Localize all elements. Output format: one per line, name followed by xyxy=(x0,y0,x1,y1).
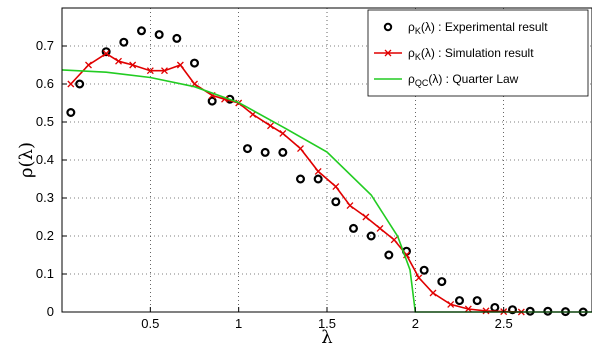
data-point xyxy=(349,223,359,233)
legend-label: ρK(λ) : Simulation result xyxy=(408,46,534,62)
y-axis-label: ρ(λ) xyxy=(16,142,37,178)
x-tick-label: 1.5 xyxy=(318,316,336,331)
y-tick-label: 0.1 xyxy=(36,266,54,281)
legend-label-main: ρ xyxy=(408,20,415,34)
legend-label-main: ρ xyxy=(408,46,415,60)
legend-label: ρQC(λ) : Quarter Law xyxy=(408,72,519,88)
data-point xyxy=(331,197,341,207)
data-point xyxy=(279,129,287,137)
legend-label-rest: (λ) : Experimental result xyxy=(421,20,548,34)
legend-box xyxy=(367,9,589,97)
data-point xyxy=(176,61,184,69)
data-point xyxy=(447,300,455,308)
grid xyxy=(62,8,592,312)
data-point xyxy=(376,224,384,232)
series-line xyxy=(70,52,522,313)
y-tick-label: 0 xyxy=(47,304,54,319)
data-point xyxy=(115,57,122,65)
data-point xyxy=(455,296,465,306)
legend-label-main: ρ xyxy=(408,72,415,86)
y-tick-label: 0.6 xyxy=(36,76,54,91)
data-point xyxy=(366,231,376,241)
y-tick-label: 0.5 xyxy=(36,114,54,129)
data-point xyxy=(67,80,75,88)
data-point xyxy=(85,61,92,69)
data-point xyxy=(66,107,76,117)
data-point xyxy=(243,144,253,154)
data-point xyxy=(390,236,398,244)
data-point xyxy=(137,26,147,36)
legend-item-3: ρQC(λ) : Quarter Law xyxy=(374,72,519,88)
data-point xyxy=(296,174,306,184)
series-layer xyxy=(61,26,592,317)
data-point xyxy=(314,167,322,175)
data-point xyxy=(119,37,129,47)
data-point xyxy=(172,33,182,43)
y-tick-label: 0.4 xyxy=(36,152,54,167)
data-point xyxy=(267,122,274,130)
x-tick-label: 0.5 xyxy=(141,316,159,331)
x-axis-label: λ xyxy=(321,327,332,348)
y-tick-label: 0.3 xyxy=(36,190,54,205)
x-axis: 0.5 1 1.5 2 2.5 xyxy=(141,307,513,331)
data-point xyxy=(297,145,304,153)
legend-label-subscript: K xyxy=(415,52,421,62)
data-point xyxy=(346,202,354,210)
data-point xyxy=(190,58,200,68)
data-point xyxy=(482,307,490,315)
data-point xyxy=(362,213,370,221)
legend-label: ρK(λ) : Experimental result xyxy=(408,20,548,36)
x-tick-label: 2 xyxy=(412,316,419,331)
x-tick-label: 1 xyxy=(235,316,242,331)
data-point xyxy=(429,289,437,297)
legend-label-subscript: QC xyxy=(415,78,429,88)
data-point xyxy=(508,305,518,315)
data-point xyxy=(332,183,340,191)
legend-item-1: ρK(λ) : Experimental result xyxy=(383,20,548,36)
legend-label-subscript: K xyxy=(415,26,421,36)
legend-marker xyxy=(384,49,392,57)
legend-label-rest: (λ) : Quarter Law xyxy=(428,72,518,86)
data-point xyxy=(146,67,154,75)
data-point xyxy=(101,47,111,57)
data-point xyxy=(472,296,482,306)
data-point xyxy=(384,250,394,260)
data-point xyxy=(154,30,164,40)
series-2 xyxy=(67,50,525,316)
data-point xyxy=(161,67,168,75)
data-point xyxy=(464,305,472,313)
legend-label-rest: (λ) : Simulation result xyxy=(421,46,534,60)
data-point xyxy=(102,50,110,58)
legend-item-2: ρK(λ) : Simulation result xyxy=(374,46,534,62)
data-point xyxy=(419,265,429,275)
data-point xyxy=(278,147,288,157)
data-point xyxy=(437,277,447,287)
y-tick-label: 0.2 xyxy=(36,228,54,243)
data-point xyxy=(313,174,323,184)
data-point xyxy=(260,147,270,157)
data-point xyxy=(207,96,217,106)
data-point xyxy=(75,79,85,89)
data-point xyxy=(249,110,257,118)
data-point xyxy=(129,61,137,69)
legend-marker xyxy=(383,22,393,32)
data-point xyxy=(415,274,423,282)
y-axis: 0 0.1 0.2 0.3 0.4 0.5 0.6 0.7 xyxy=(36,38,67,319)
y-tick-label: 0.7 xyxy=(36,38,54,53)
x-tick-label: 2.5 xyxy=(495,316,513,331)
